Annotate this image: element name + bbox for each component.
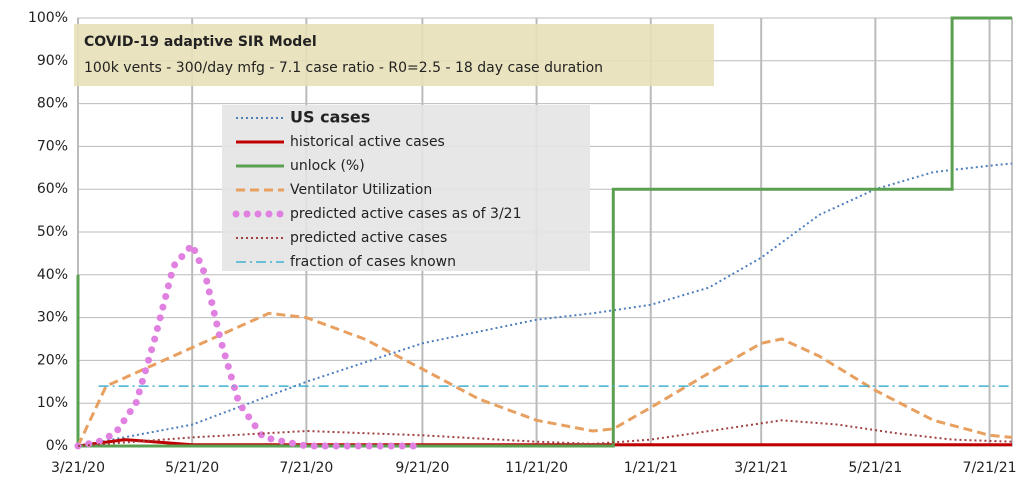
legend: US cases historical active cases unlock (%… (232, 108, 522, 270)
lines (74, 16, 1013, 450)
x-tick-label: 11/21/20 (505, 460, 568, 476)
title-box (74, 24, 714, 86)
x-tick-label: 3/21/21 (734, 460, 788, 476)
legend-box (222, 105, 590, 271)
y-tick-label: 60% (37, 181, 68, 197)
chart-title: COVID-19 adaptive SIR Model (84, 34, 317, 50)
legend-label: Ventilator Utilization (290, 182, 432, 198)
x-tick-label: 5/21/20 (165, 460, 219, 476)
y-tick-label: 50% (37, 224, 68, 240)
x-tick-label: 9/21/20 (395, 460, 449, 476)
legend-label: historical active cases (290, 134, 445, 150)
legend-label: US cases (290, 108, 370, 127)
x-tick-label: 7/21/21 (963, 460, 1017, 476)
y-tick-label: 70% (37, 138, 68, 154)
y-tick-label: 0% (46, 438, 68, 454)
series-line (74, 238, 426, 450)
y-tick-label: 20% (37, 352, 68, 368)
series-line (76, 311, 1013, 447)
chart-subtitle: 100k vents - 300/day mfg - 7.1 case rati… (84, 60, 603, 76)
y-tick-label: 30% (37, 310, 68, 326)
y-tick-label: 90% (37, 53, 68, 69)
y-tick-label: 10% (37, 395, 68, 411)
x-tick-label: 1/21/21 (624, 460, 678, 476)
y-tick-label: 100% (28, 10, 68, 26)
legend-label: fraction of cases known (290, 254, 456, 270)
y-tick-label: 80% (37, 96, 68, 112)
x-tick-label: 3/21/20 (51, 460, 105, 476)
y-tick-label: 40% (37, 267, 68, 283)
legend-label: unlock (%) (290, 158, 365, 174)
legend-label: predicted active cases (290, 230, 447, 246)
series-line (77, 419, 1013, 447)
x-tick-label: 7/21/20 (279, 460, 333, 476)
x-tick-label: 5/21/21 (848, 460, 902, 476)
legend-label: predicted active cases as of 3/21 (290, 206, 522, 222)
